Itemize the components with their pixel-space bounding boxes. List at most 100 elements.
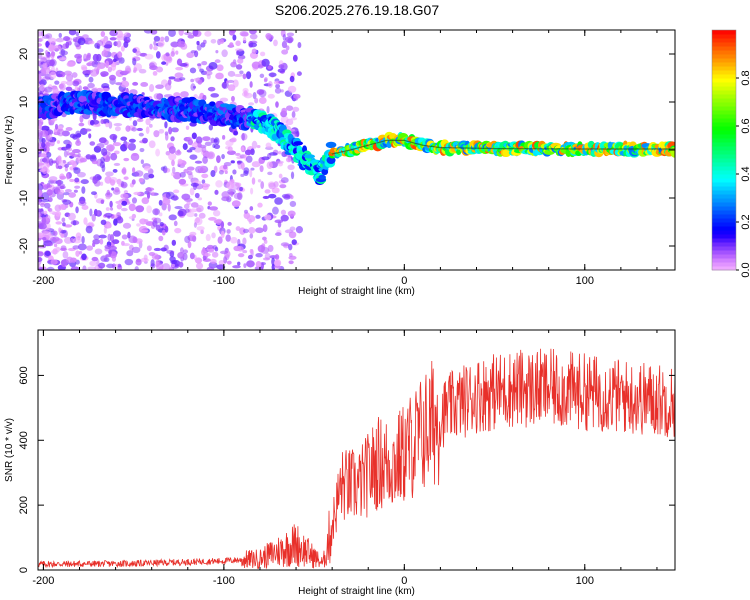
spectrogram-noise-blob	[64, 164, 69, 168]
snr-x-tick-label: -100	[213, 575, 235, 587]
spectrogram-noise-blob	[242, 237, 247, 245]
spectrogram-noise-blob	[39, 83, 45, 91]
spectrogram-noise-blob	[267, 93, 275, 99]
spectrogram-noise-blob	[186, 166, 195, 171]
spectrogram-noise-blob	[131, 197, 138, 204]
spectrogram-noise-blob	[107, 66, 113, 73]
colorbar-step	[712, 230, 736, 235]
spectrogram-noise-blob	[55, 37, 65, 43]
spectrogram-noise-blob	[245, 71, 252, 80]
spectrogram-noise-blob	[111, 263, 116, 269]
spectrogram-noise-blob	[170, 260, 178, 264]
spectrogram-noise-blob	[189, 252, 195, 260]
spectrogram-noise-blob	[134, 266, 139, 270]
spectrogram-noise-blob	[235, 64, 243, 70]
spectrogram-noise-blob	[123, 41, 129, 48]
spectrogram-noise-blob	[102, 87, 110, 92]
spectrogram-noise-blob	[255, 253, 263, 258]
spectrogram-noise-blob	[248, 42, 258, 48]
spectrogram-noise-blob	[201, 173, 209, 179]
spectrogram-noise-blob	[268, 182, 276, 190]
colorbar-step	[712, 186, 736, 191]
spectrogram-noise-blob	[42, 156, 50, 164]
spectrogram-noise-blob	[71, 148, 81, 154]
spectrogram-noise-blob	[222, 164, 228, 170]
spectrogram-noise-blob	[227, 146, 233, 152]
spectrogram-noise-blob	[217, 236, 223, 244]
spectrogram-noise-blob	[193, 77, 200, 81]
colorbar-step	[712, 90, 736, 95]
spectrogram-noise-blob	[210, 170, 216, 178]
spectrogram-noise-blob	[127, 231, 131, 239]
spectrogram-ridge-blob	[325, 141, 337, 149]
spectrogram-noise-blob	[136, 223, 141, 227]
colorbar-step	[712, 218, 736, 223]
spectrogram-noise-blob	[208, 217, 217, 221]
spectrogram-noise-blob	[133, 69, 137, 73]
spectrogram-noise-blob	[215, 180, 223, 188]
spectrogram-noise-blob	[187, 241, 192, 249]
spectrogram-noise-blob	[130, 152, 140, 161]
spectrogram-noise-blob	[104, 244, 112, 249]
spectrogram-noise-blob	[64, 224, 73, 228]
spectrogram-noise-blob	[289, 253, 293, 258]
spectrogram-noise-blob	[52, 248, 58, 255]
spectrogram-noise-blob	[121, 200, 128, 206]
spectrogram-noise-blob	[278, 80, 285, 84]
spectrogram-noise-blob	[178, 261, 184, 268]
spectrogram-noise-blob	[128, 203, 136, 212]
spectrogram-y-tick-label: 20	[18, 48, 30, 60]
colorbar-step	[712, 46, 736, 51]
spectrogram-noise-blob	[207, 248, 215, 253]
spectrogram-noise-blob	[206, 151, 215, 160]
spectrogram-noise-blob	[168, 266, 173, 270]
spectrogram-noise-blob	[280, 209, 287, 216]
spectrogram-noise-blob	[257, 202, 263, 208]
spectrogram-noise-blob	[189, 154, 198, 160]
spectrogram-noise-blob	[197, 197, 203, 201]
spectrogram-noise-blob	[259, 165, 264, 173]
spectrogram-noise-blob	[72, 167, 79, 171]
spectrogram-noise-blob	[48, 133, 53, 141]
spectrogram-noise-blob	[60, 233, 65, 238]
spectrogram-noise-blob	[56, 128, 65, 137]
spectrogram-noise-blob	[56, 140, 61, 144]
spectrogram-noise-blob	[103, 44, 112, 49]
spectrogram-noise-blob	[99, 181, 104, 186]
spectrogram-noise-blob	[194, 192, 200, 199]
spectrogram-noise-blob	[225, 234, 231, 242]
spectrogram-noise-blob	[38, 73, 42, 82]
spectrogram-noise-blob	[202, 39, 207, 45]
spectrogram-noise-blob	[100, 71, 109, 77]
colorbar-step	[712, 190, 736, 195]
spectrogram-noise-blob	[201, 146, 207, 153]
spectrogram-noise-blob	[280, 177, 289, 184]
spectrogram-noise-blob	[177, 158, 183, 165]
spectrogram-noise-blob	[131, 127, 137, 132]
spectrogram-noise-blob	[101, 147, 108, 156]
spectrogram-noise-blob	[45, 53, 52, 59]
spectrogram-noise-blob	[168, 76, 176, 80]
spectrogram-noise-blob	[42, 236, 47, 241]
spectrogram-noise-blob	[109, 30, 118, 37]
spectrogram-noise-blob	[196, 44, 202, 51]
spectrogram-noise-blob	[66, 172, 70, 180]
spectrogram-noise-blob	[190, 208, 198, 213]
spectrogram-noise-blob	[103, 226, 107, 234]
spectrogram-noise-blob	[105, 207, 110, 211]
spectrogram-noise-blob	[88, 76, 94, 83]
spectrogram-noise-blob	[47, 37, 57, 44]
spectrogram-noise-blob	[167, 79, 172, 86]
spectrogram-noise-blob	[128, 216, 135, 220]
spectrogram-noise-blob	[41, 67, 51, 75]
spectrogram-noise-blob	[79, 158, 87, 163]
spectrogram-noise-blob	[290, 117, 297, 121]
spectrogram-noise-blob	[161, 61, 167, 65]
spectrogram-noise-blob	[226, 229, 231, 234]
colorbar-step	[712, 170, 736, 175]
spectrogram-noise-blob	[190, 202, 199, 208]
spectrogram-noise-blob	[232, 34, 237, 41]
colorbar-tick-label: 0.6	[740, 118, 750, 133]
spectrogram-noise-blob	[145, 186, 152, 195]
spectrogram-noise-blob	[249, 33, 258, 40]
